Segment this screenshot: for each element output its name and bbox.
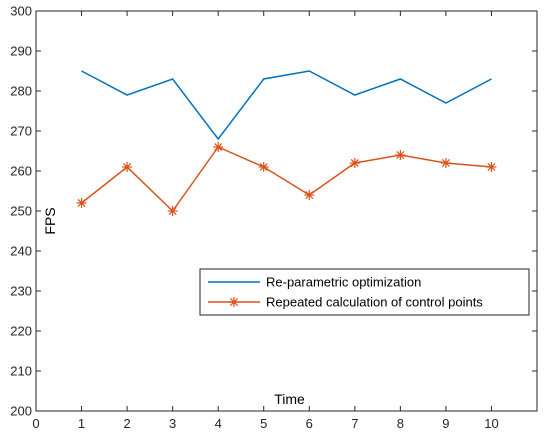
y-tick-label: 240 — [10, 244, 32, 259]
x-tick-label: 10 — [484, 416, 498, 431]
y-tick-label: 230 — [10, 284, 32, 299]
x-tick-label: 3 — [169, 416, 176, 431]
legend-entry: Re-parametric optimization — [208, 275, 421, 290]
x-tick-label: 7 — [351, 416, 358, 431]
legend-entry: Repeated calculation of control points — [208, 295, 483, 310]
y-tick-label: 300 — [10, 4, 32, 19]
y-tick-label: 200 — [10, 404, 32, 419]
data-point — [213, 142, 224, 152]
data-point — [76, 198, 87, 208]
y-axis-label: FPS — [42, 207, 58, 234]
x-tick-label: 8 — [397, 416, 404, 431]
tick-labels: 0 1 2 3 4 5 6 7 8 9 10 200 210 220 230 240 250 260 270 280 2… — [10, 4, 498, 432]
x-tick-label: 1 — [78, 416, 85, 431]
series-line — [81, 146, 492, 213]
x-tick-label: 6 — [306, 416, 313, 431]
legend: Re-parametric optimization Repeated calcu… — [199, 268, 530, 316]
data-point — [349, 158, 360, 168]
y-tick-label: 260 — [10, 164, 32, 179]
x-axis-label: Time — [274, 391, 305, 407]
y-tick-label: 220 — [10, 324, 32, 339]
series-1 — [81, 70, 492, 141]
axes-box — [35, 10, 538, 412]
legend-label: Re-parametric optimization — [266, 275, 421, 290]
x-tick-label: 9 — [442, 416, 449, 431]
series-line — [81, 70, 492, 141]
data-point — [440, 158, 451, 168]
x-tick-label: 5 — [260, 416, 267, 431]
data-point — [258, 162, 269, 172]
data-point — [486, 162, 497, 172]
data-point — [167, 206, 178, 216]
series-2 — [76, 142, 497, 216]
plot-area — [35, 10, 538, 412]
data-point — [122, 162, 133, 172]
legend-items: Re-parametric optimization Repeated calcu… — [208, 275, 483, 310]
y-tick-label: 290 — [10, 44, 32, 59]
data-point — [395, 150, 406, 160]
x-tick-label: 2 — [123, 416, 130, 431]
tick-marks — [35, 10, 537, 412]
legend-box — [199, 268, 530, 316]
x-tick-label: 0 — [32, 416, 39, 431]
y-tick-label: 210 — [10, 364, 32, 379]
y-tick-label: 280 — [10, 84, 32, 99]
series-layer — [76, 70, 497, 216]
y-tick-label: 250 — [10, 204, 32, 219]
legend-marker — [229, 297, 239, 307]
legend-label: Repeated calculation of control points — [266, 295, 483, 310]
data-point — [304, 190, 315, 200]
x-tick-label: 4 — [215, 416, 222, 431]
y-tick-label: 270 — [10, 124, 32, 139]
